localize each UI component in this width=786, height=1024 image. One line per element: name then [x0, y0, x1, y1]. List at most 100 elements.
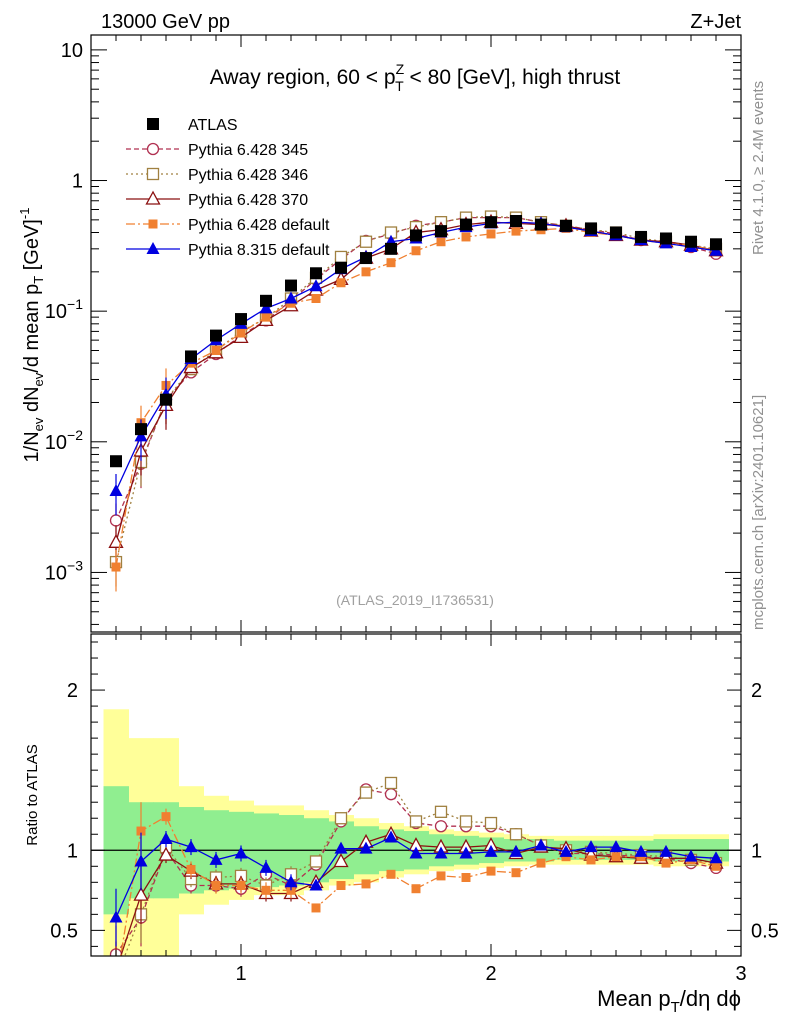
- series-point-3: [486, 229, 496, 239]
- ratio-y-tick-label: 1: [67, 840, 78, 862]
- atlas-data-point: [435, 225, 447, 238]
- ratio-point-3: [486, 866, 496, 876]
- series-point-3: [511, 226, 521, 236]
- ratio-point-4: [584, 840, 598, 853]
- ratio-point-4: [434, 846, 448, 859]
- ratio-point-4: [259, 860, 273, 873]
- atlas-data-point: [210, 329, 222, 342]
- legend-item: Pythia 6.428 346: [126, 167, 308, 184]
- series-point-3: [211, 345, 221, 355]
- atlas-data-point: [585, 222, 597, 235]
- ratio-y-tick-label-right: 0.5: [751, 920, 779, 942]
- ratio-y-axis-label: Ratio to ATLAS: [24, 744, 41, 845]
- ratio-point-4: [534, 838, 548, 851]
- series-line-0: [115, 216, 717, 521]
- series-point-3: [386, 258, 396, 268]
- process-label: Z+Jet: [690, 11, 741, 33]
- ratio-point-4: [484, 844, 498, 857]
- ratio-point-1: [409, 815, 423, 828]
- ratio-point-2: [158, 846, 174, 861]
- ratio-point-4: [459, 846, 473, 859]
- ratio-point-4: [709, 851, 723, 864]
- ratio-point-4: [184, 840, 198, 853]
- ratio-point-3: [112, 980, 121, 989]
- atlas-data-point: [535, 218, 547, 231]
- ratio-point-3: [311, 903, 321, 913]
- ratio-point-3: [261, 885, 271, 895]
- series-point-3: [261, 312, 271, 322]
- ratio-point-1: [434, 805, 448, 818]
- ratio-point-4: [684, 849, 698, 862]
- y-tick-label: 10−2: [45, 427, 83, 454]
- ratio-point-3: [361, 879, 371, 889]
- ratio-point-4: [409, 846, 423, 859]
- x-tick-label: 2: [485, 963, 496, 985]
- ratio-point-3: [386, 869, 396, 879]
- series-point-3: [336, 278, 346, 288]
- ratio-point-3: [236, 881, 246, 891]
- legend-label: Pythia 6.428 370: [188, 192, 308, 209]
- legend-marker: [146, 242, 160, 254]
- atlas-data-point: [510, 214, 522, 227]
- atlas-data-point: [235, 313, 247, 326]
- series-point-0: [109, 514, 123, 527]
- ratio-point-3: [586, 855, 596, 865]
- ratio-point-1: [359, 786, 373, 799]
- main-y-axis-label: 1/Nev dNev/d mean pT [GeV]-1: [17, 208, 46, 463]
- series-line-2: [115, 221, 717, 543]
- ratio-y-tick-label-right: 1: [751, 840, 762, 862]
- y-tick-label: 10: [61, 40, 83, 62]
- ratio-point-1: [484, 816, 498, 830]
- y-tick-label: 1: [72, 171, 83, 193]
- atlas-data-point: [685, 235, 697, 248]
- legend-label: Pythia 6.428 345: [188, 142, 308, 159]
- ratio-point-2: [333, 853, 349, 868]
- ratio-y-tick-label: 2: [67, 680, 78, 702]
- energy-label: 13000 GeV pp: [101, 11, 230, 33]
- atlas-data-point: [635, 230, 647, 243]
- legend-label: Pythia 6.428 346: [188, 167, 308, 184]
- y-tick-label: 10−3: [45, 557, 83, 584]
- series-point-3: [311, 294, 321, 304]
- ratio-point-4: [309, 878, 323, 891]
- series-point-3: [411, 246, 421, 256]
- series-line-1: [115, 215, 717, 563]
- ratio-point-3: [661, 858, 671, 868]
- ratio-point-3: [611, 852, 621, 862]
- ratio-point-3: [436, 871, 446, 881]
- atlas-data-point: [360, 252, 372, 265]
- ratio-point-0: [434, 820, 448, 833]
- atlas-data-point: [285, 279, 297, 292]
- ratio-point-4: [359, 841, 373, 854]
- series-line-4: [115, 221, 717, 492]
- plot-title: Away region, 60 < pZ T < 80 [GeV], high t…: [210, 61, 621, 94]
- uncertainty-bands: [103, 709, 729, 956]
- series-point-3: [361, 267, 371, 277]
- series-point-3: [236, 328, 246, 338]
- ratio-point-4: [209, 852, 223, 865]
- atlas-data-point: [335, 261, 347, 274]
- legend-marker: [148, 219, 158, 229]
- atlas-data-point: [710, 238, 722, 251]
- atlas-data-point: [410, 229, 422, 242]
- legend-marker: [146, 167, 160, 181]
- ratio-point-4: [609, 840, 623, 853]
- legend-item: ATLAS: [147, 117, 238, 134]
- ratio-point-4: [159, 832, 173, 845]
- ratio-point-4: [109, 910, 123, 923]
- legend-item: Pythia 6.428 345: [126, 142, 308, 159]
- atlas-data-point: [560, 219, 572, 232]
- ratio-point-4: [134, 854, 148, 867]
- ratio-axes: 1 2 3 2 2 1 1 0.5 0.5: [50, 634, 779, 985]
- legend-marker: [147, 118, 159, 130]
- series-point-4: [134, 429, 148, 442]
- rivet-version-label: Rivet 4.1.0, ≥ 2.4M events: [750, 81, 767, 255]
- main-series-group: [108, 210, 724, 592]
- legend-label: Pythia 8.315 default: [188, 242, 330, 259]
- ratio-series-group: [109, 776, 724, 989]
- legend: ATLAS Pythia 6.428 345 Pythia 6.428 346 Pyt…: [126, 117, 330, 259]
- ratio-point-1: [459, 815, 473, 828]
- x-axis-label: Mean pT/dη dϕ: [597, 986, 741, 1016]
- ratio-point-1: [111, 973, 122, 984]
